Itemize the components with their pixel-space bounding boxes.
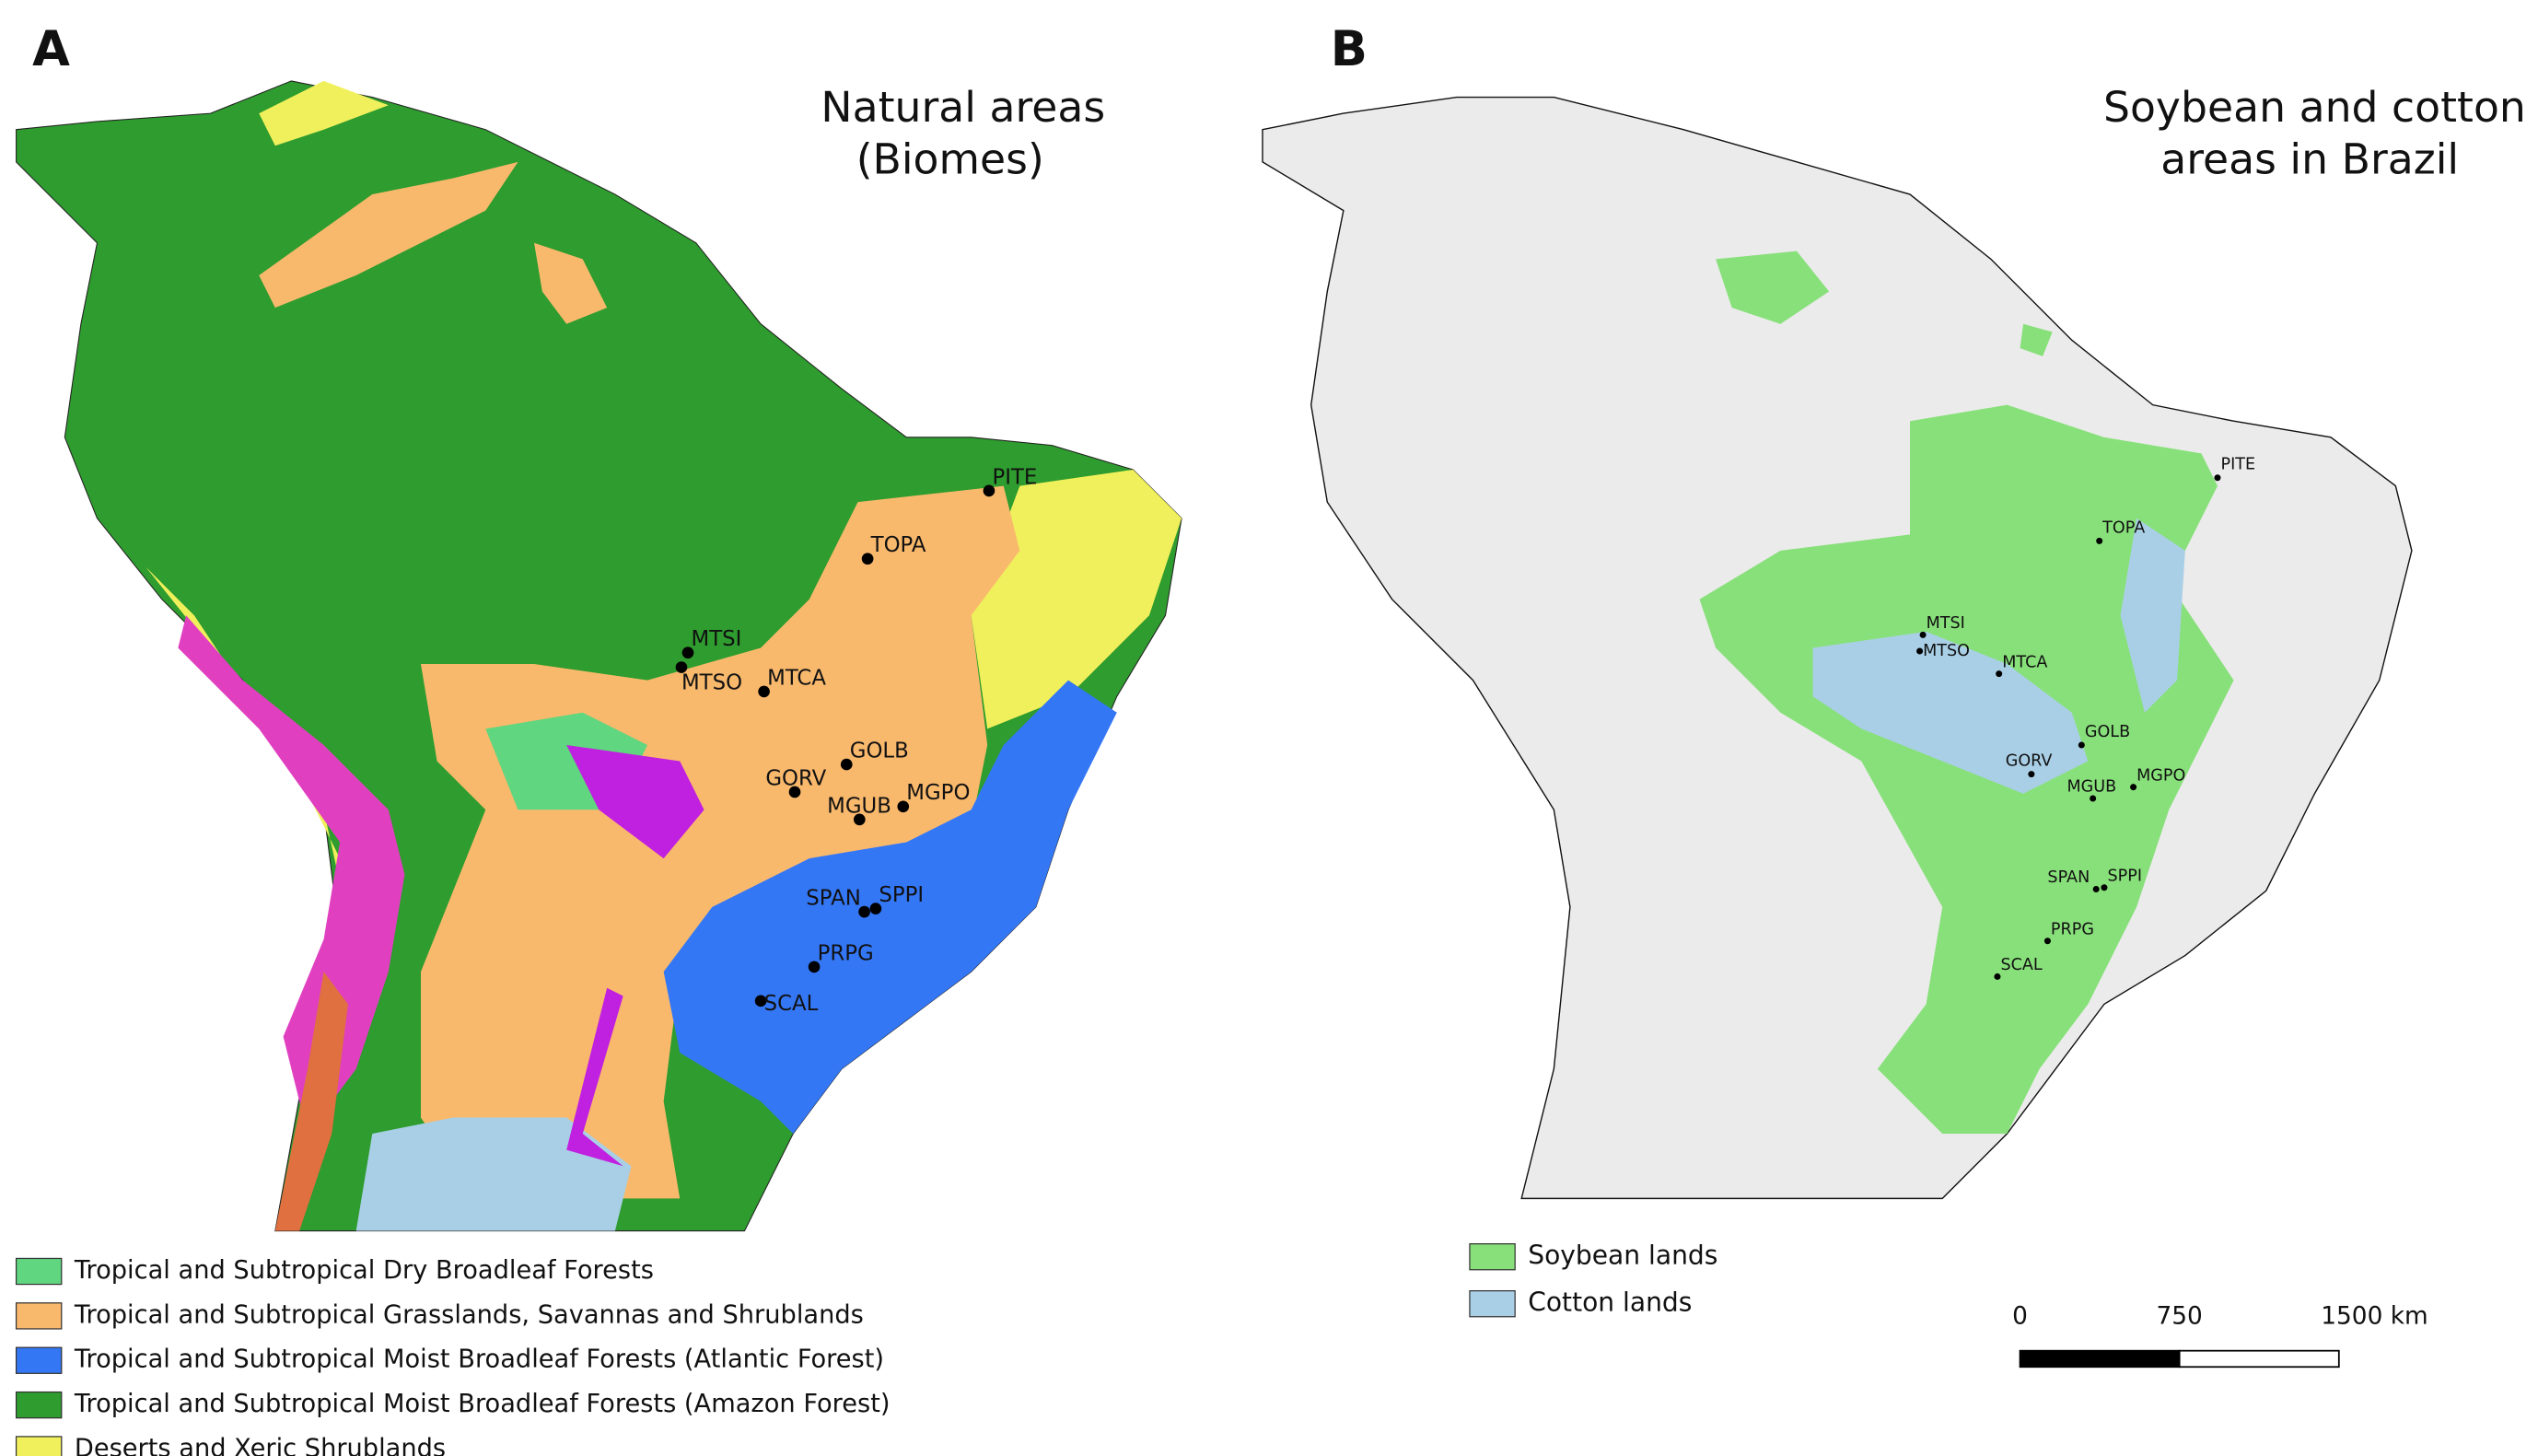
site-label: MTSO (681, 671, 742, 695)
legend-swatch (15, 1257, 63, 1286)
site-label: SPPI (2107, 867, 2142, 885)
site-marker (1916, 647, 1924, 655)
panel-title: (Biomes) (856, 134, 1044, 183)
legend-swatch (1469, 1243, 1516, 1271)
site-marker (840, 758, 853, 771)
biome-purple (566, 744, 704, 859)
site-label: MTSO (1923, 642, 1970, 660)
site-marker (1994, 973, 2001, 980)
biome-orange (534, 242, 608, 324)
site-marker (869, 903, 882, 914)
site-label: GOLB (850, 739, 909, 763)
biome-yellow (971, 470, 1182, 729)
legend-label: Tropical and Subtropical Grasslands, Sav… (74, 1300, 864, 1329)
biome-blue (663, 680, 1117, 1135)
site-label: MGPO (2136, 766, 2185, 785)
legend-label: Deserts and Xeric Shrublands (75, 1434, 446, 1456)
legend-swatch (15, 1436, 63, 1456)
site-marker (2090, 795, 2097, 802)
site-label: TOPA (870, 533, 926, 557)
legend-swatch (15, 1302, 63, 1330)
site-marker (758, 685, 770, 698)
panel-title: areas in Brazil (2160, 134, 2459, 183)
scale-bar-white (2178, 1349, 2340, 1369)
site-label: MTCA (2002, 653, 2047, 671)
panel-title: Natural areas (821, 83, 1105, 132)
site-label: TOPA (2101, 518, 2145, 537)
site-label: MGUB (827, 794, 891, 818)
biome-purple (566, 987, 623, 1167)
biome-andes (178, 615, 405, 1135)
site-label: PITE (2221, 456, 2256, 474)
site-marker (2214, 474, 2221, 482)
site-label: SCAL (764, 992, 819, 1016)
site-label: GOLB (2085, 723, 2130, 741)
site-marker (2096, 537, 2103, 544)
cotton-area (1812, 631, 2089, 794)
scale-bar-black (2019, 1349, 2181, 1369)
site-marker (853, 813, 866, 826)
panel-letter: A (32, 21, 70, 77)
site-marker (2092, 885, 2100, 892)
site-marker (2043, 938, 2051, 945)
legend-label: Tropical and Subtropical Moist Broadleaf… (74, 1345, 884, 1374)
scale-bar-label: 0 (2012, 1302, 2028, 1330)
biome-orange (420, 485, 1020, 1199)
site-marker (675, 661, 688, 673)
site-marker (2078, 741, 2085, 749)
site-label: MGPO (906, 781, 970, 805)
site-label: PITE (992, 465, 1037, 489)
site-marker (983, 484, 995, 497)
site-label: MGUB (2067, 778, 2117, 797)
map-a (16, 80, 1182, 1232)
site-marker (1996, 670, 2003, 678)
site-label: SPPI (879, 883, 924, 907)
site-label: MTCA (767, 666, 826, 690)
site-label: PRPG (818, 941, 874, 965)
biome-orange (259, 161, 518, 309)
biome-lightblue (355, 1117, 632, 1231)
legend-swatch (15, 1391, 63, 1419)
panel-letter: B (1331, 21, 1368, 77)
legend-label: Tropical and Subtropical Dry Broadleaf F… (74, 1256, 654, 1285)
scale-bar-label: 750 (2157, 1302, 2203, 1330)
site-label: SPAN (806, 887, 861, 911)
legend-label: Cotton lands (1528, 1287, 1692, 1318)
site-marker (681, 646, 694, 659)
site-marker (808, 961, 821, 973)
site-label: SPAN (2047, 868, 2090, 887)
site-marker (2130, 784, 2137, 791)
site-label: GORV (2006, 752, 2053, 771)
legend-label: Soybean lands (1528, 1241, 1717, 1271)
site-marker (861, 553, 874, 565)
site-marker (788, 786, 801, 798)
cotton-area (2120, 518, 2185, 713)
soy-area (1716, 250, 1830, 324)
site-label: GORV (765, 766, 826, 790)
site-marker (858, 905, 870, 918)
panel-title: Soybean and cotton (2103, 83, 2526, 132)
legend-swatch (1469, 1290, 1516, 1318)
site-label: SCAL (2000, 956, 2042, 974)
soy-area (2020, 323, 2053, 356)
site-label: MTSI (692, 627, 742, 651)
site-marker (2028, 771, 2035, 778)
biome-yellow (259, 80, 389, 146)
site-marker (897, 800, 910, 813)
site-label: MTSI (1927, 614, 1965, 633)
biome-south (274, 972, 348, 1231)
site-marker (754, 995, 767, 1008)
site-label: PRPG (2051, 920, 2094, 938)
site-marker (2101, 884, 2108, 891)
scale-bar-label: 1500 km (2321, 1302, 2427, 1330)
map-b (1262, 96, 2413, 1200)
legend-swatch (15, 1346, 63, 1374)
site-marker (1919, 631, 1927, 638)
legend-label: Tropical and Subtropical Moist Broadleaf… (74, 1390, 891, 1418)
